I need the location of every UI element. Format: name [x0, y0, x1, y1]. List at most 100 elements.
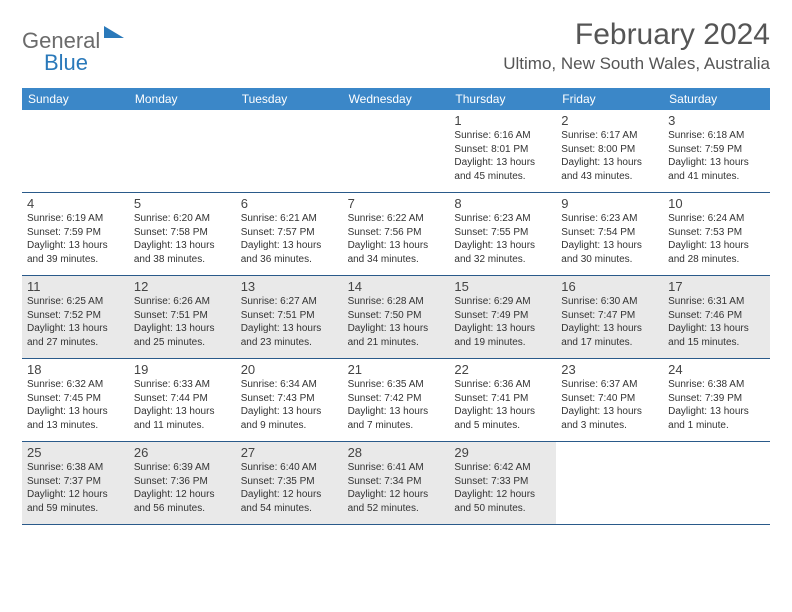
- calendar-day-empty: [129, 110, 236, 192]
- day-number: 1: [454, 113, 551, 128]
- day-number: 16: [561, 279, 658, 294]
- day-number: 5: [134, 196, 231, 211]
- calendar-day: 13Sunrise: 6:27 AMSunset: 7:51 PMDayligh…: [236, 276, 343, 358]
- day-info: Sunrise: 6:33 AMSunset: 7:44 PMDaylight:…: [134, 378, 231, 432]
- calendar-week: 4Sunrise: 6:19 AMSunset: 7:59 PMDaylight…: [22, 193, 770, 276]
- day-info: Sunrise: 6:24 AMSunset: 7:53 PMDaylight:…: [668, 212, 765, 266]
- day-number: 26: [134, 445, 231, 460]
- day-number: 23: [561, 362, 658, 377]
- day-number: 9: [561, 196, 658, 211]
- calendar-week: 25Sunrise: 6:38 AMSunset: 7:37 PMDayligh…: [22, 442, 770, 525]
- day-info: Sunrise: 6:35 AMSunset: 7:42 PMDaylight:…: [348, 378, 445, 432]
- calendar-day: 6Sunrise: 6:21 AMSunset: 7:57 PMDaylight…: [236, 193, 343, 275]
- day-info: Sunrise: 6:41 AMSunset: 7:34 PMDaylight:…: [348, 461, 445, 515]
- calendar-day: 3Sunrise: 6:18 AMSunset: 7:59 PMDaylight…: [663, 110, 770, 192]
- day-info: Sunrise: 6:37 AMSunset: 7:40 PMDaylight:…: [561, 378, 658, 432]
- calendar-day: 17Sunrise: 6:31 AMSunset: 7:46 PMDayligh…: [663, 276, 770, 358]
- day-info: Sunrise: 6:31 AMSunset: 7:46 PMDaylight:…: [668, 295, 765, 349]
- day-info: Sunrise: 6:30 AMSunset: 7:47 PMDaylight:…: [561, 295, 658, 349]
- day-number: 20: [241, 362, 338, 377]
- calendar-day: 25Sunrise: 6:38 AMSunset: 7:37 PMDayligh…: [22, 442, 129, 524]
- calendar-day: 28Sunrise: 6:41 AMSunset: 7:34 PMDayligh…: [343, 442, 450, 524]
- calendar-day: 23Sunrise: 6:37 AMSunset: 7:40 PMDayligh…: [556, 359, 663, 441]
- day-info: Sunrise: 6:26 AMSunset: 7:51 PMDaylight:…: [134, 295, 231, 349]
- day-info: Sunrise: 6:38 AMSunset: 7:37 PMDaylight:…: [27, 461, 124, 515]
- weekday-header: Saturday: [663, 88, 770, 110]
- day-number: 6: [241, 196, 338, 211]
- day-number: 7: [348, 196, 445, 211]
- day-info: Sunrise: 6:27 AMSunset: 7:51 PMDaylight:…: [241, 295, 338, 349]
- day-number: 22: [454, 362, 551, 377]
- logo-triangle-icon: [104, 24, 124, 43]
- day-info: Sunrise: 6:19 AMSunset: 7:59 PMDaylight:…: [27, 212, 124, 266]
- day-info: Sunrise: 6:23 AMSunset: 7:54 PMDaylight:…: [561, 212, 658, 266]
- month-title: February 2024: [503, 18, 770, 52]
- calendar-day: 10Sunrise: 6:24 AMSunset: 7:53 PMDayligh…: [663, 193, 770, 275]
- day-number: 3: [668, 113, 765, 128]
- calendar-day: 15Sunrise: 6:29 AMSunset: 7:49 PMDayligh…: [449, 276, 556, 358]
- calendar-day: 26Sunrise: 6:39 AMSunset: 7:36 PMDayligh…: [129, 442, 236, 524]
- day-number: 8: [454, 196, 551, 211]
- day-number: 28: [348, 445, 445, 460]
- day-number: 14: [348, 279, 445, 294]
- calendar-day: 2Sunrise: 6:17 AMSunset: 8:00 PMDaylight…: [556, 110, 663, 192]
- day-number: 4: [27, 196, 124, 211]
- day-number: 13: [241, 279, 338, 294]
- calendar-day: 18Sunrise: 6:32 AMSunset: 7:45 PMDayligh…: [22, 359, 129, 441]
- day-number: 21: [348, 362, 445, 377]
- calendar-day-empty: [556, 442, 663, 524]
- calendar-day: 14Sunrise: 6:28 AMSunset: 7:50 PMDayligh…: [343, 276, 450, 358]
- calendar-day: 12Sunrise: 6:26 AMSunset: 7:51 PMDayligh…: [129, 276, 236, 358]
- calendar-day: 29Sunrise: 6:42 AMSunset: 7:33 PMDayligh…: [449, 442, 556, 524]
- day-number: 19: [134, 362, 231, 377]
- day-number: 29: [454, 445, 551, 460]
- day-info: Sunrise: 6:28 AMSunset: 7:50 PMDaylight:…: [348, 295, 445, 349]
- day-info: Sunrise: 6:38 AMSunset: 7:39 PMDaylight:…: [668, 378, 765, 432]
- weekday-header: Wednesday: [343, 88, 450, 110]
- title-block: February 2024 Ultimo, New South Wales, A…: [503, 18, 770, 74]
- day-number: 17: [668, 279, 765, 294]
- calendar-day-empty: [22, 110, 129, 192]
- calendar: Sunday Monday Tuesday Wednesday Thursday…: [22, 88, 770, 525]
- logo-word2: Blue: [44, 50, 88, 76]
- calendar-day: 27Sunrise: 6:40 AMSunset: 7:35 PMDayligh…: [236, 442, 343, 524]
- day-number: 12: [134, 279, 231, 294]
- day-info: Sunrise: 6:32 AMSunset: 7:45 PMDaylight:…: [27, 378, 124, 432]
- calendar-day: 11Sunrise: 6:25 AMSunset: 7:52 PMDayligh…: [22, 276, 129, 358]
- calendar-day: 22Sunrise: 6:36 AMSunset: 7:41 PMDayligh…: [449, 359, 556, 441]
- day-number: 15: [454, 279, 551, 294]
- calendar-day-empty: [343, 110, 450, 192]
- day-info: Sunrise: 6:18 AMSunset: 7:59 PMDaylight:…: [668, 129, 765, 183]
- weekday-header: Sunday: [22, 88, 129, 110]
- day-info: Sunrise: 6:17 AMSunset: 8:00 PMDaylight:…: [561, 129, 658, 183]
- calendar-body: 1Sunrise: 6:16 AMSunset: 8:01 PMDaylight…: [22, 110, 770, 525]
- calendar-day-empty: [663, 442, 770, 524]
- day-number: 27: [241, 445, 338, 460]
- calendar-day: 21Sunrise: 6:35 AMSunset: 7:42 PMDayligh…: [343, 359, 450, 441]
- calendar-week: 1Sunrise: 6:16 AMSunset: 8:01 PMDaylight…: [22, 110, 770, 193]
- day-info: Sunrise: 6:34 AMSunset: 7:43 PMDaylight:…: [241, 378, 338, 432]
- day-number: 10: [668, 196, 765, 211]
- calendar-day: 4Sunrise: 6:19 AMSunset: 7:59 PMDaylight…: [22, 193, 129, 275]
- day-number: 25: [27, 445, 124, 460]
- day-info: Sunrise: 6:16 AMSunset: 8:01 PMDaylight:…: [454, 129, 551, 183]
- day-info: Sunrise: 6:25 AMSunset: 7:52 PMDaylight:…: [27, 295, 124, 349]
- day-info: Sunrise: 6:21 AMSunset: 7:57 PMDaylight:…: [241, 212, 338, 266]
- weekday-row: Sunday Monday Tuesday Wednesday Thursday…: [22, 88, 770, 110]
- location: Ultimo, New South Wales, Australia: [503, 54, 770, 74]
- calendar-day: 1Sunrise: 6:16 AMSunset: 8:01 PMDaylight…: [449, 110, 556, 192]
- day-info: Sunrise: 6:23 AMSunset: 7:55 PMDaylight:…: [454, 212, 551, 266]
- day-number: 24: [668, 362, 765, 377]
- calendar-day: 7Sunrise: 6:22 AMSunset: 7:56 PMDaylight…: [343, 193, 450, 275]
- day-number: 2: [561, 113, 658, 128]
- calendar-day-empty: [236, 110, 343, 192]
- weekday-header: Friday: [556, 88, 663, 110]
- day-info: Sunrise: 6:20 AMSunset: 7:58 PMDaylight:…: [134, 212, 231, 266]
- calendar-day: 9Sunrise: 6:23 AMSunset: 7:54 PMDaylight…: [556, 193, 663, 275]
- calendar-week: 11Sunrise: 6:25 AMSunset: 7:52 PMDayligh…: [22, 276, 770, 359]
- weekday-header: Tuesday: [236, 88, 343, 110]
- day-info: Sunrise: 6:42 AMSunset: 7:33 PMDaylight:…: [454, 461, 551, 515]
- day-info: Sunrise: 6:40 AMSunset: 7:35 PMDaylight:…: [241, 461, 338, 515]
- weekday-header: Monday: [129, 88, 236, 110]
- day-info: Sunrise: 6:36 AMSunset: 7:41 PMDaylight:…: [454, 378, 551, 432]
